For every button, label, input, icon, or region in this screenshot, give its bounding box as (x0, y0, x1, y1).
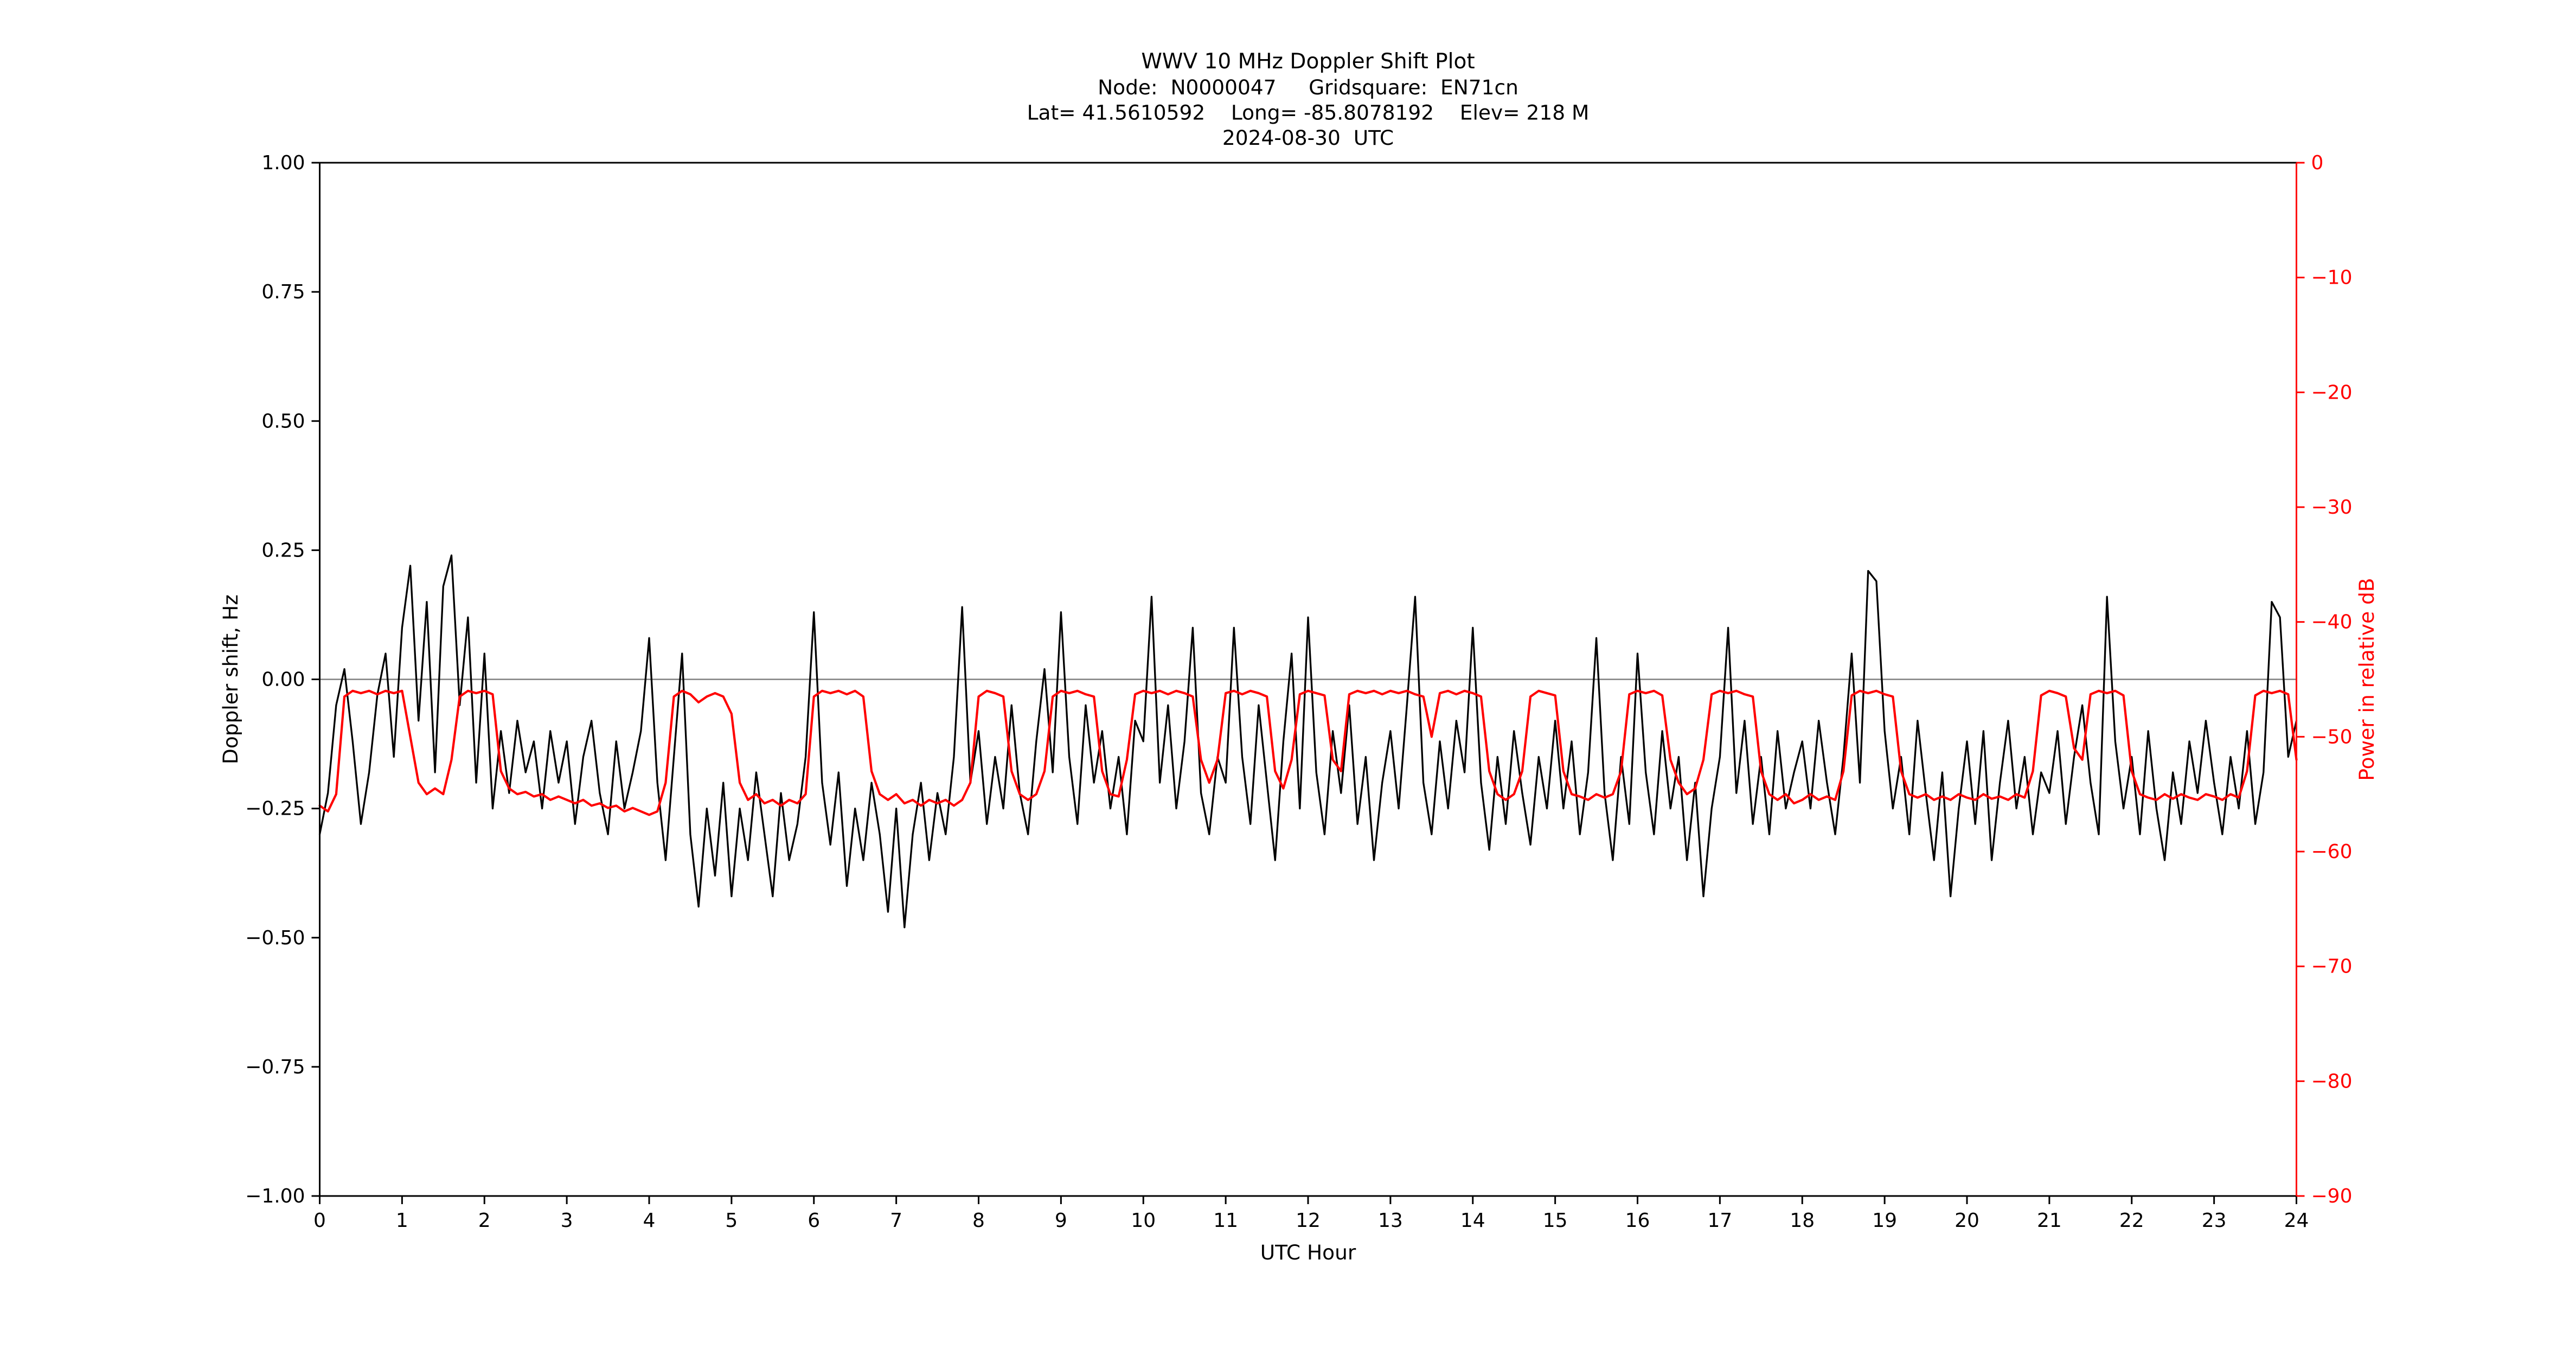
y-left-tick-label: −1.00 (245, 1185, 305, 1207)
y-right-tick-label: −80 (2311, 1070, 2353, 1092)
chart-subtitle-date: 2024-08-30 UTC (1222, 126, 1394, 150)
x-tick-label: 23 (2202, 1210, 2227, 1232)
chart-subtitle-node: Node: N0000047 Gridsquare: EN71cn (1098, 75, 1518, 99)
x-tick-label: 5 (725, 1210, 738, 1232)
x-tick-label: 9 (1055, 1210, 1067, 1232)
x-tick-label: 18 (1790, 1210, 1815, 1232)
y-right-tick-label: −30 (2311, 496, 2353, 519)
x-tick-label: 20 (1955, 1210, 1979, 1232)
x-tick-label: 4 (643, 1210, 656, 1232)
y-right-tick-label: −40 (2311, 611, 2353, 634)
y-right-tick-label: −60 (2311, 841, 2353, 863)
x-tick-label: 22 (2119, 1210, 2144, 1232)
y-right-tick-label: −90 (2311, 1185, 2353, 1207)
plot-generated-layer: 0 1 2 3 4 5 6 7 8 9 10 11 12 13 14 15 16 17 18 19 20 21 22 23 24… (245, 152, 2352, 1232)
y-right-tick-label: 0 (2311, 152, 2324, 174)
doppler-series-line (318, 554, 2298, 929)
y-left-tick-label: 1.00 (261, 152, 305, 174)
x-tick-label: 2 (478, 1210, 491, 1232)
y-right-tick-label: −50 (2311, 726, 2353, 748)
x-tick-label: 11 (1213, 1210, 1238, 1232)
x-tick-label: 12 (1296, 1210, 1321, 1232)
y-right-tick-label: −10 (2311, 267, 2353, 289)
x-tick-label: 1 (396, 1210, 408, 1232)
y-right-tick-label: −70 (2311, 956, 2353, 978)
y-right-tick-label: −20 (2311, 381, 2353, 404)
x-tick-label: 21 (2037, 1210, 2062, 1232)
x-tick-label: 0 (313, 1210, 326, 1232)
x-tick-label: 19 (1872, 1210, 1897, 1232)
y-left-tick-label: 0.00 (261, 669, 305, 691)
y-left-tick-label: 0.25 (261, 539, 305, 561)
x-tick-label: 17 (1707, 1210, 1732, 1232)
y-left-tick-label: −0.25 (245, 798, 305, 820)
chart-title: WWV 10 MHz Doppler Shift Plot (1141, 49, 1475, 74)
x-axis-label: UTC Hour (1260, 1240, 1356, 1264)
x-tick-label: 10 (1131, 1210, 1156, 1232)
power-series-line (318, 689, 2298, 816)
y-left-tick-label: −0.75 (245, 1056, 305, 1078)
x-tick-label: 3 (561, 1210, 573, 1232)
y-axis-label-right: Power in relative dB (2355, 578, 2379, 781)
y-axis-label-left: Doppler shift, Hz (219, 594, 242, 764)
x-tick-label: 15 (1543, 1210, 1568, 1232)
x-tick-label: 14 (1460, 1210, 1485, 1232)
y-left-tick-label: −0.50 (245, 927, 305, 949)
y-left-tick-label: 0.75 (261, 281, 305, 303)
x-tick-label: 6 (808, 1210, 820, 1232)
x-tick-label: 16 (1625, 1210, 1650, 1232)
x-tick-label: 13 (1378, 1210, 1403, 1232)
chart-subtitle-location: Lat= 41.5610592 Long= -85.8078192 Elev= … (1027, 101, 1590, 125)
x-tick-label: 24 (2284, 1210, 2309, 1232)
x-tick-label: 7 (890, 1210, 902, 1232)
y-left-tick-label: 0.50 (261, 410, 305, 432)
x-tick-label: 8 (972, 1210, 985, 1232)
